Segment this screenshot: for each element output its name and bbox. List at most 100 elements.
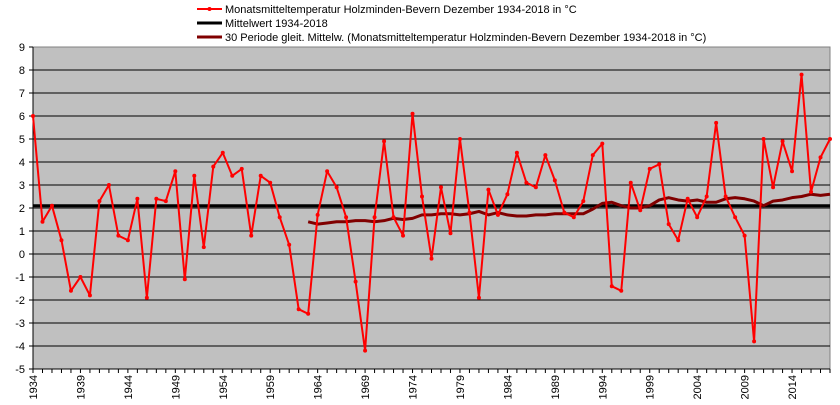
data-point xyxy=(353,279,358,284)
data-point xyxy=(438,185,443,190)
data-point xyxy=(590,153,595,158)
data-point xyxy=(420,194,425,199)
x-tick-label: 1994 xyxy=(597,375,609,399)
legend-series-marker xyxy=(207,7,212,11)
data-point xyxy=(401,233,406,238)
data-point xyxy=(154,196,159,201)
data-point xyxy=(457,137,462,141)
y-tick-label: 9 xyxy=(19,42,25,54)
data-point xyxy=(714,120,719,125)
data-point xyxy=(201,245,206,250)
y-tick-label: 6 xyxy=(19,111,25,123)
data-point xyxy=(780,139,785,144)
y-tick-label: 7 xyxy=(19,88,25,100)
legend-moving-label: 30 Periode gleit. Mittelw. (Monatsmittel… xyxy=(225,32,706,44)
data-point xyxy=(685,196,690,201)
data-point xyxy=(268,180,273,185)
data-point xyxy=(334,185,339,190)
data-point xyxy=(733,215,738,220)
temperature-series-group xyxy=(31,72,832,353)
data-point xyxy=(505,192,510,197)
data-point xyxy=(581,199,586,204)
data-point xyxy=(325,169,330,174)
data-point xyxy=(571,215,576,220)
data-point xyxy=(173,169,178,174)
data-point xyxy=(448,231,453,236)
x-tick-label: 1959 xyxy=(265,375,277,399)
x-axis: 1934 1939 1944 1949 1954 1959 1964 1969 1974 1979… xyxy=(28,368,831,399)
data-point xyxy=(752,339,757,344)
x-tick-label: 1944 xyxy=(123,375,135,399)
y-tick-label: 0 xyxy=(19,249,25,261)
y-tick-label: -1 xyxy=(15,272,25,284)
x-tick-label: 1954 xyxy=(218,375,230,399)
data-point xyxy=(647,166,652,171)
x-tick-label: 2014 xyxy=(787,375,799,399)
data-point xyxy=(600,141,605,146)
data-point xyxy=(49,203,54,208)
y-tick-label: 1 xyxy=(19,226,25,238)
data-point xyxy=(619,288,624,293)
data-point xyxy=(562,210,567,215)
y-tick-label: 8 xyxy=(19,65,25,77)
data-point xyxy=(363,348,368,353)
x-tick-label: 1939 xyxy=(75,375,87,399)
y-tick-label: -5 xyxy=(15,364,25,376)
data-point xyxy=(391,215,396,220)
data-point xyxy=(790,169,795,174)
legend-series-label: Monatsmitteltemperatur Holzminden-Bevern… xyxy=(225,4,577,16)
data-point xyxy=(144,295,149,300)
y-tick-label: -2 xyxy=(15,295,25,307)
y-tick-label: 4 xyxy=(19,157,25,169)
data-point xyxy=(125,238,130,243)
data-point xyxy=(543,153,548,158)
data-point xyxy=(59,238,64,243)
data-point xyxy=(476,295,481,300)
data-point xyxy=(666,222,671,227)
y-tick-label: 2 xyxy=(19,203,25,215)
x-tick-label: 1934 xyxy=(28,375,40,399)
x-tick-label: 1984 xyxy=(502,375,514,399)
y-tick-label: -3 xyxy=(15,318,25,330)
data-point xyxy=(68,288,73,293)
data-point xyxy=(182,277,187,282)
data-point xyxy=(742,233,747,238)
data-point xyxy=(410,111,415,116)
data-point xyxy=(163,199,168,204)
data-point xyxy=(533,185,538,190)
data-point xyxy=(239,166,244,171)
data-point xyxy=(277,215,282,220)
data-point xyxy=(809,189,814,194)
data-point xyxy=(296,307,301,312)
data-point xyxy=(486,187,491,192)
data-point xyxy=(799,72,804,77)
y-tick-label: 5 xyxy=(19,134,25,146)
data-point xyxy=(78,275,83,279)
data-point xyxy=(306,311,311,316)
data-point xyxy=(638,208,643,213)
y-tick-label: -4 xyxy=(15,341,25,353)
data-point xyxy=(287,242,292,247)
x-tick-label: 1969 xyxy=(360,375,372,399)
data-point xyxy=(344,215,349,220)
data-point xyxy=(40,219,45,224)
y-axis: -5 -4 -3 -2 -1 0 1 2 3 4 5 6 7 8 9 xyxy=(15,42,34,376)
data-point xyxy=(97,199,102,204)
data-point xyxy=(828,137,832,141)
x-tick-label: 1999 xyxy=(645,375,657,399)
x-tick-label: 2004 xyxy=(692,375,704,399)
x-tick-label: 1989 xyxy=(550,375,562,399)
data-point xyxy=(230,173,235,178)
data-point xyxy=(315,212,320,217)
data-point xyxy=(429,256,434,261)
data-point xyxy=(695,215,700,220)
data-point xyxy=(211,164,216,169)
y-tick-label: 3 xyxy=(19,180,25,192)
data-point xyxy=(761,137,766,141)
data-point xyxy=(704,194,709,199)
data-point xyxy=(676,238,681,243)
data-point xyxy=(106,183,111,187)
data-point xyxy=(87,293,92,298)
data-point xyxy=(609,284,614,289)
